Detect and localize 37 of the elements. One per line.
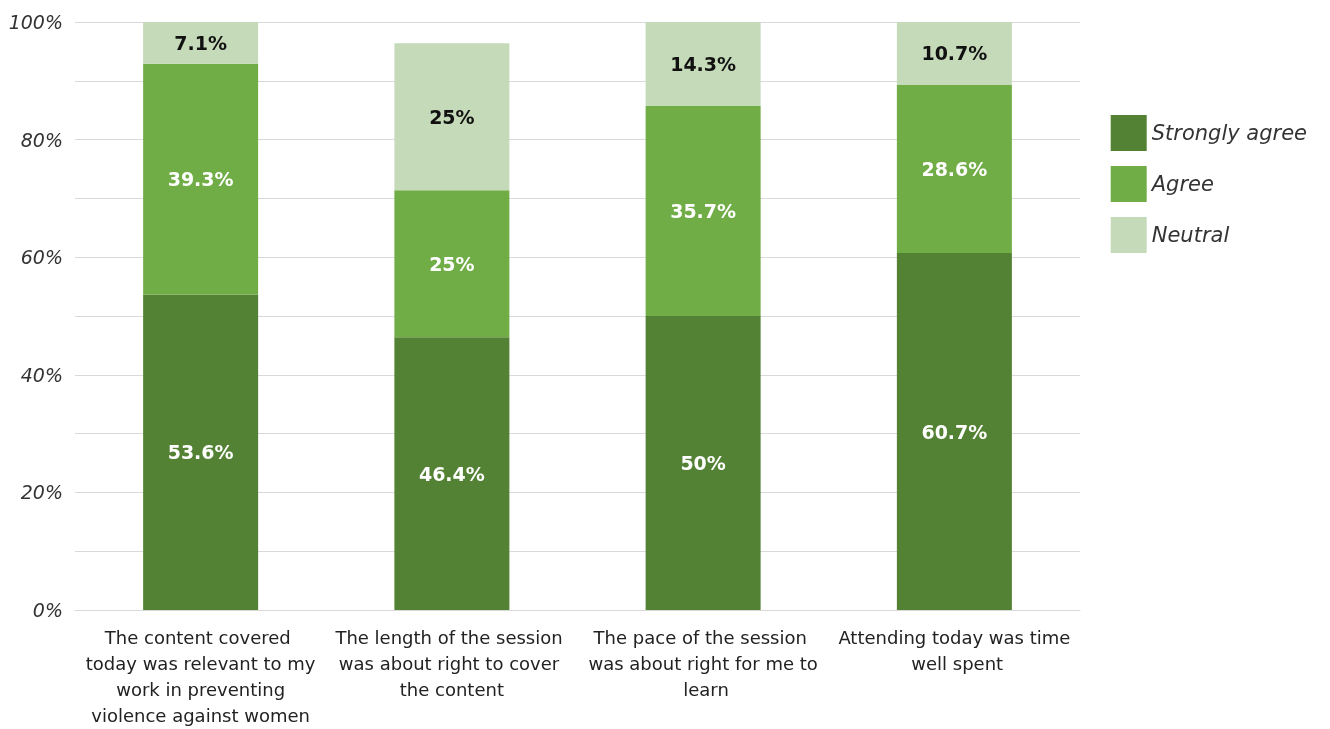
bar xyxy=(896,253,1012,610)
data-label: 28.6% xyxy=(921,158,988,180)
data-label: 50% xyxy=(680,452,726,474)
data-label: 14.3% xyxy=(670,53,737,76)
y-tick-label: 20% xyxy=(20,481,63,504)
y-tick-label: 80% xyxy=(20,128,63,151)
bar xyxy=(143,22,259,64)
bar xyxy=(896,22,1012,85)
bar xyxy=(394,337,510,610)
x-tick-label: The content covered today was relevant to my work in preventing violence against women xyxy=(85,626,316,726)
legend-label: Neutral xyxy=(1151,223,1230,247)
y-tick-label: 40% xyxy=(20,363,63,386)
data-label: 53.6% xyxy=(167,441,234,464)
data-label: 25% xyxy=(429,252,475,275)
y-tick-label: 60% xyxy=(20,246,63,269)
data-label: 25% xyxy=(429,105,475,128)
bar xyxy=(394,43,510,191)
bar xyxy=(143,294,259,610)
y-tick-label: 0% xyxy=(32,599,63,621)
x-tick-label: Attending today was time well spent xyxy=(838,626,1071,674)
data-label: 46.4% xyxy=(418,462,485,485)
legend-label: Strongly agree xyxy=(1151,121,1307,145)
bar xyxy=(645,316,761,610)
bar xyxy=(143,63,259,295)
bar xyxy=(394,190,510,338)
data-label: 10.7% xyxy=(921,42,988,65)
y-tick-label: 100% xyxy=(8,11,63,33)
bar xyxy=(645,22,761,107)
bar xyxy=(645,106,761,316)
data-label: 35.7% xyxy=(670,200,737,223)
data-label: 7.1% xyxy=(174,31,227,54)
bar xyxy=(896,84,1012,254)
legend-label: Agree xyxy=(1149,172,1214,196)
data-label: 60.7% xyxy=(921,420,988,443)
x-tick-label: The length of the session was about right to cover the content xyxy=(334,626,569,700)
data-label: 39.3% xyxy=(167,168,234,191)
x-tick-label: The pace of the session was about right for me to learn xyxy=(588,626,818,700)
